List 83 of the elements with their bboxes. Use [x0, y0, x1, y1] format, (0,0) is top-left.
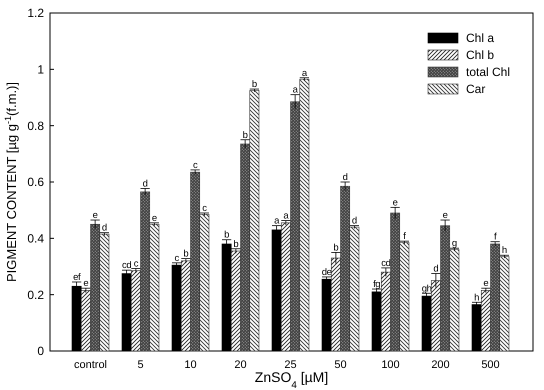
- x-axis-title: ZnSO$_{4}$ [µM]: [254, 369, 328, 390]
- data-label: d: [433, 264, 438, 275]
- bar: [199, 214, 210, 352]
- bar: [430, 280, 441, 352]
- bar: [130, 270, 141, 352]
- x-tick-label: control: [74, 359, 108, 371]
- y-tick-label: 1: [37, 62, 44, 77]
- y-tick-label: 0.2: [27, 288, 44, 302]
- bar: [349, 226, 360, 352]
- data-label: b: [252, 79, 257, 90]
- bar: [190, 172, 200, 352]
- data-label: f: [403, 231, 406, 242]
- x-tick-label: 50: [334, 359, 347, 371]
- data-label: cd: [122, 260, 132, 272]
- bar: [80, 290, 91, 352]
- bar: [440, 225, 450, 352]
- x-tick-label: 100: [381, 359, 400, 371]
- data-label: a: [302, 68, 308, 79]
- data-label: c: [174, 252, 180, 264]
- y-tick-label: 0.6: [27, 175, 44, 190]
- bar: [490, 244, 500, 352]
- y-tick-label: 0.8: [27, 118, 44, 133]
- data-label: b: [242, 130, 248, 141]
- bar: [230, 250, 241, 352]
- data-label: g: [452, 238, 457, 250]
- bar: [180, 260, 191, 352]
- data-label: a: [283, 210, 290, 222]
- legend-label: Chl a: [466, 31, 494, 46]
- data-label: d: [342, 172, 348, 183]
- y-tick-label: 0: [37, 344, 44, 358]
- x-tick-label: 5: [137, 359, 144, 371]
- data-label: d: [102, 222, 107, 234]
- legend-label: Chl b: [466, 48, 494, 62]
- data-label: cd: [381, 258, 391, 269]
- legend-label: total Chl: [466, 65, 510, 80]
- x-tick-label: 200: [431, 359, 450, 371]
- data-label: c: [134, 258, 139, 270]
- data-label: b: [233, 238, 238, 250]
- data-label: a: [274, 216, 280, 227]
- bar: [149, 224, 160, 352]
- bar: [249, 90, 260, 352]
- x-tick-label: 25: [284, 359, 297, 371]
- bar: [330, 258, 341, 352]
- bar: [240, 144, 250, 352]
- bar: [280, 222, 291, 352]
- bar: [340, 186, 350, 352]
- data-label: e: [483, 278, 488, 290]
- bar: [140, 192, 150, 352]
- data-label: e: [152, 212, 157, 224]
- data-label: b: [224, 230, 230, 241]
- data-label: h: [474, 292, 480, 304]
- data-label: e: [442, 210, 448, 222]
- data-label: c: [192, 160, 198, 171]
- x-tick-label: 10: [184, 359, 197, 371]
- data-label: c: [202, 202, 208, 214]
- data-label: ef: [73, 272, 81, 283]
- bar: [99, 234, 110, 352]
- bar: [299, 78, 310, 352]
- x-tick-label: 20: [234, 359, 247, 371]
- bar: [380, 272, 391, 352]
- x-tick-label: 500: [481, 359, 500, 371]
- data-label: e: [92, 210, 98, 222]
- bar: [399, 242, 410, 352]
- data-label: b: [183, 248, 188, 260]
- data-label: d: [352, 216, 357, 227]
- bar: [290, 101, 300, 352]
- data-label: d: [142, 178, 148, 190]
- data-label: de: [322, 266, 332, 278]
- data-label: fg: [373, 279, 380, 290]
- bar: [390, 212, 400, 352]
- data-label: e: [83, 278, 88, 290]
- legend-label: Car: [466, 82, 486, 96]
- y-tick-label: 1.2: [27, 6, 44, 20]
- data-label: h: [502, 245, 507, 256]
- bar: [449, 249, 460, 352]
- data-label: a: [292, 84, 299, 96]
- bar: [480, 290, 491, 352]
- bar: [90, 224, 100, 352]
- data-label: b: [333, 242, 338, 254]
- data-label: f: [494, 232, 497, 243]
- bar: [499, 256, 510, 352]
- y-tick-label: 0.4: [27, 232, 44, 246]
- data-label: e: [392, 197, 398, 208]
